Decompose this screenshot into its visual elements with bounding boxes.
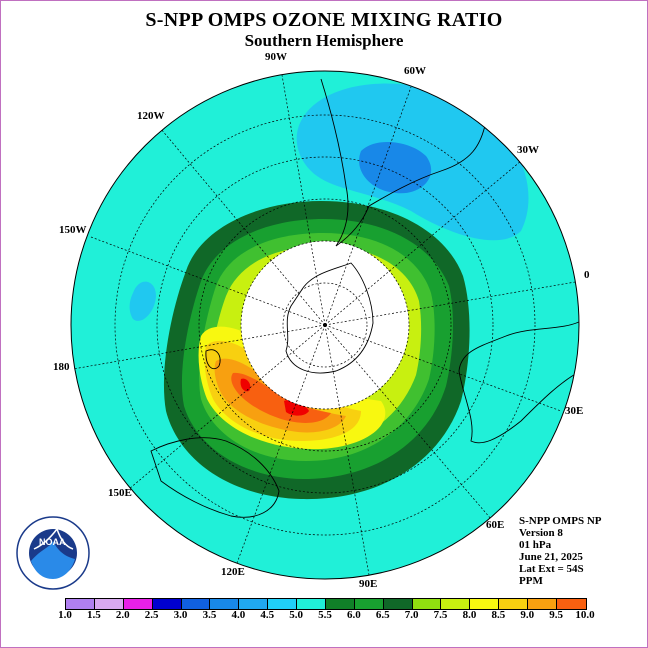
map-title: S-NPP OMPS OZONE MIXING RATIO — [145, 9, 503, 31]
colorbar-labels: 1.0 1.5 2.0 2.5 3.0 3.5 4.0 4.5 5.0 5.5 6.0 6.5 7.0 7… — [1, 609, 647, 623]
lon-label-150e: 150E — [108, 487, 132, 499]
colorbar-swatch — [383, 599, 413, 609]
map-boundary — [70, 70, 580, 580]
colorbar-swatch — [441, 599, 471, 609]
map-subtitle: Southern Hemisphere — [244, 31, 404, 50]
lon-label-0: 0 — [584, 269, 590, 281]
colorbar-swatch — [268, 599, 297, 609]
lon-label-30w: 30W — [517, 144, 539, 156]
colorbar-swatch — [210, 599, 240, 609]
colorbar — [65, 598, 587, 610]
lon-label-120e: 120E — [221, 566, 245, 578]
lon-label-30e: 30E — [565, 405, 584, 417]
lon-label-120w: 120W — [137, 110, 165, 122]
info-level: 01 hPa — [519, 539, 552, 551]
info-lat-ext: Lat Ext = 54S — [519, 563, 584, 575]
lon-label-60e: 60E — [486, 519, 505, 531]
colorbar-label: 8.0 — [462, 609, 477, 621]
ozone-red-patch — [284, 399, 309, 416]
colorbar-swatch — [412, 599, 442, 609]
colorbar-label: 6.5 — [375, 609, 390, 621]
blue-patch-west — [129, 281, 156, 321]
colorbar-swatch — [66, 599, 95, 609]
lon-label-150w: 150W — [59, 224, 87, 236]
lon-label-90w: 90W — [265, 51, 287, 63]
colorbar-label: 5.5 — [318, 609, 332, 621]
info-units: PPM — [519, 575, 543, 587]
colorbar-swatch — [556, 599, 586, 609]
colorbar-label: 6.0 — [347, 609, 361, 621]
info-block: S-NPP OMPS NP Version 8 01 hPa June 21, … — [519, 515, 602, 587]
lon-label-180: 180 — [53, 361, 70, 373]
colorbar-swatch — [239, 599, 269, 609]
colorbar-label: 7.5 — [433, 609, 448, 621]
info-version: Version 8 — [519, 527, 563, 539]
colorbar-label: 1.5 — [87, 609, 101, 621]
colorbar-label: 4.0 — [231, 609, 246, 621]
colorbar-label: 2.5 — [144, 609, 159, 621]
colorbar-label: 7.0 — [404, 609, 419, 621]
colorbar-label: 2.0 — [115, 609, 130, 621]
colorbar-label: 9.5 — [549, 609, 563, 621]
info-date: June 21, 2025 — [519, 551, 583, 563]
colorbar-swatch — [470, 599, 500, 609]
colorbar-label: 10.0 — [575, 609, 595, 621]
lon-label-60w: 60W — [404, 65, 426, 77]
colorbar-label: 9.0 — [520, 609, 535, 621]
meridian-lines — [72, 74, 579, 576]
colorbar-swatch — [152, 599, 182, 609]
south-pole-marker — [323, 323, 327, 327]
colorbar-swatch — [181, 599, 211, 609]
latitude-circles — [114, 114, 536, 536]
colorbar-label: 1.0 — [58, 609, 72, 621]
colorbar-label: 3.5 — [202, 609, 217, 621]
colorbar-swatch — [297, 599, 326, 609]
colorbar-label: 4.5 — [260, 609, 275, 621]
colorbar-label: 8.5 — [491, 609, 506, 621]
colorbar-swatch — [94, 599, 124, 609]
info-instrument: S-NPP OMPS NP — [519, 515, 602, 527]
colorbar-swatch — [528, 599, 557, 609]
colorbar-label: 5.0 — [289, 609, 303, 621]
lon-label-90e: 90E — [359, 578, 378, 590]
colorbar-swatch — [499, 599, 528, 609]
colorbar-swatch — [123, 599, 153, 609]
ozone-red-dot — [240, 378, 251, 392]
noaa-logo — [16, 516, 90, 590]
noaa-logo-text: NOAA — [39, 537, 66, 547]
colorbar-swatch — [325, 599, 355, 609]
colorbar-label: 3.0 — [173, 609, 188, 621]
colorbar-swatch — [354, 599, 384, 609]
